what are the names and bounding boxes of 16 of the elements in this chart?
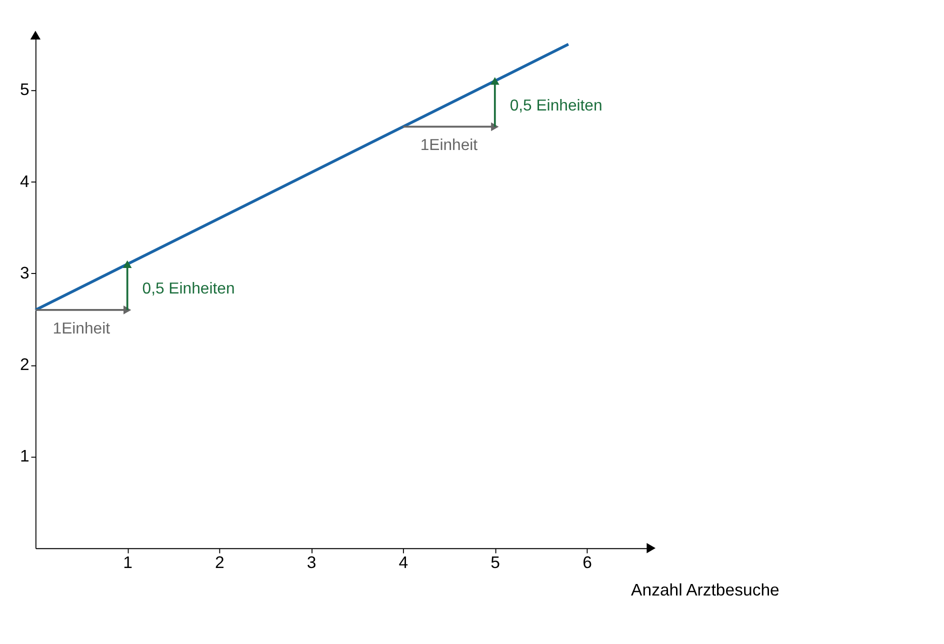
y-tick-label: 1 (20, 446, 30, 466)
x-tick-label: 2 (215, 553, 224, 572)
x-tick-label: 6 (582, 553, 592, 572)
y-tick-label: 5 (20, 80, 30, 100)
x-tick-label: 3 (306, 553, 316, 572)
annotation: 1Einheit (420, 137, 478, 154)
x-tick-label: 4 (398, 553, 408, 572)
annotation: 1Einheit (52, 320, 111, 338)
annotation: 0,5 Einheiten (142, 280, 235, 298)
y-tick-label: 3 (20, 263, 30, 282)
annotation: 0,5 Einheiten (510, 97, 602, 114)
x-tick-label: 5 (490, 553, 500, 572)
x-axis-title: Anzahl Arztbesuche (631, 580, 780, 600)
x-tick-label: 1 (123, 553, 132, 572)
y-tick-label: 4 (20, 172, 30, 191)
y-tick-label: 2 (20, 355, 30, 374)
